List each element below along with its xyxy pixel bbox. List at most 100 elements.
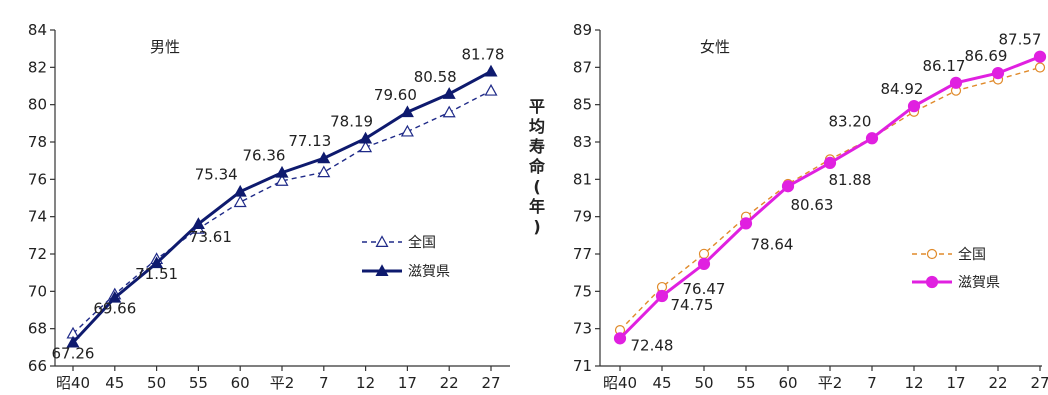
legend-label: 全国 [958,246,986,263]
x-tick-label: 50 [694,374,713,391]
series-point-shiga [442,87,456,99]
y-axis-label-char: 年 [529,197,545,216]
y-tick-label: 77 [573,245,592,263]
y-tick-label: 72 [28,245,47,263]
y-tick-label: 71 [573,357,592,375]
data-label: 81.88 [829,171,872,189]
y-tick-label: 78 [28,133,47,151]
data-label: 69.66 [93,300,136,318]
y-tick-label: 84 [28,21,47,39]
data-label: 86.17 [923,57,966,75]
data-label: 76.47 [683,280,726,298]
data-label: 72.48 [631,336,674,354]
x-tick-label: 22 [440,374,459,391]
data-label: 78.64 [751,235,794,253]
y-tick-label: 87 [573,58,592,76]
x-tick-label: 平2 [270,374,295,391]
legend-label: 滋賀県 [408,264,450,280]
series-point-shiga [400,105,414,118]
y-tick-label: 66 [28,357,47,375]
series-point-shiga [66,335,80,348]
y-axis-label-char: ( [533,177,540,196]
series-point-shiga [1033,50,1047,63]
series-point-shiga [907,100,921,113]
series-point-shiga [275,165,289,178]
data-label: 77.13 [288,132,331,150]
legend-label: 滋賀県 [958,275,1000,291]
y-tick-label: 83 [573,133,592,151]
y-tick-label: 81 [573,170,592,188]
female-chart-title: 女性 [700,38,730,56]
y-tick-label: 82 [28,58,47,76]
y-tick-label: 89 [573,21,592,39]
y-axis-label-char: ) [533,217,540,236]
series-point-shiga [949,76,963,89]
y-tick-label: 70 [28,282,47,300]
series-point-shiga [865,132,879,145]
legend-marker [375,264,389,276]
data-label: 73.61 [189,228,232,246]
male-chart: 男性 66 68 70 72 74 76 78 80 82 84 昭40 45 50 55 60 平2 7 12 1… [28,21,510,392]
legend-marker [375,235,389,247]
data-label: 87.57 [999,31,1042,49]
x-tick-label: 12 [356,374,375,391]
series-point-shiga [781,180,795,193]
series-point-national [698,248,710,259]
x-tick-label: 7 [867,374,877,391]
x-tick-label: 45 [105,374,124,391]
legend-marker [925,275,939,289]
data-label: 81.78 [462,45,505,63]
y-axis-label-char: 均 [529,117,545,136]
series-point-national [317,165,331,178]
series-point-shiga [991,67,1005,80]
series-point-national [233,195,247,208]
data-label: 74.75 [671,296,714,314]
data-label: 79.60 [374,86,417,104]
series-point-shiga [739,217,753,230]
series-point-national [442,105,456,118]
series-point-shiga [484,64,498,77]
series-point-national [1034,62,1046,73]
series-line-national [72,90,492,335]
data-label: 71.51 [135,265,178,283]
x-tick-label: 12 [904,374,923,391]
series-point-shiga [697,257,711,270]
y-tick-label: 68 [28,320,47,338]
series-point-shiga [613,332,627,345]
legend-marker [926,248,938,260]
x-tick-label: 45 [652,374,671,391]
y-tick-label: 85 [573,96,592,114]
data-label: 78.19 [330,112,373,130]
data-label: 83.20 [829,112,872,130]
x-tick-label: 17 [398,374,417,391]
x-tick-label: 55 [189,374,208,391]
x-tick-label: 27 [481,374,500,391]
y-axis-label-char: 命 [528,157,546,176]
data-label: 86.69 [965,47,1008,65]
series-point-shiga [823,156,837,170]
series-point-shiga [317,151,331,164]
y-tick-label: 74 [28,208,47,226]
series-point-shiga [233,184,247,197]
x-tick-label: 7 [319,374,329,391]
x-tick-label: 60 [778,374,797,391]
series-point-shiga [655,289,669,303]
series-point-shiga [150,256,164,269]
data-label: 80.58 [414,68,457,86]
series-point-shiga [108,290,122,303]
x-tick-label: 22 [988,374,1007,391]
data-label: 80.63 [791,196,834,214]
male-chart-title: 男性 [150,38,180,56]
y-axis-label-char: 平 [529,97,545,116]
series-point-national [484,83,498,96]
y-tick-label: 73 [573,320,592,338]
legend-label: 全国 [408,234,436,251]
female-chart: 女性 71 73 75 77 79 81 83 85 87 89 昭40 45 50 55 60 平2 7 12 1… [573,21,1048,392]
x-tick-label: 50 [147,374,166,391]
series-point-shiga [191,217,205,229]
x-tick-label: 17 [946,374,965,391]
data-label: 84.92 [881,80,924,98]
